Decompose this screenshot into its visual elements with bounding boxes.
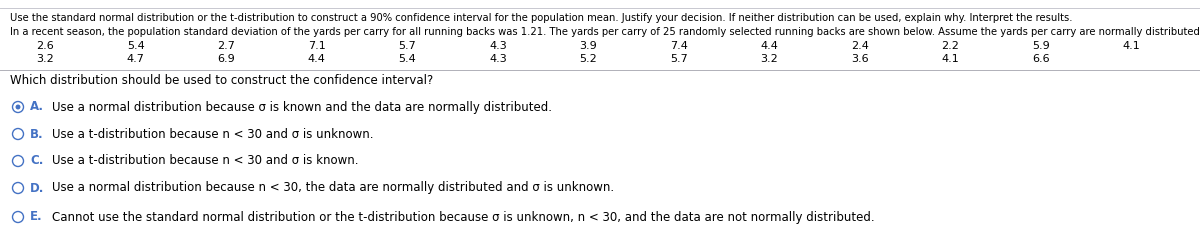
Text: 5.7: 5.7: [670, 54, 688, 64]
Text: A.: A.: [30, 101, 44, 114]
Text: 5.2: 5.2: [580, 54, 598, 64]
Text: 5.7: 5.7: [398, 41, 416, 51]
Text: 5.9: 5.9: [1032, 41, 1050, 51]
Text: E.: E.: [30, 210, 43, 224]
Text: 3.2: 3.2: [36, 54, 54, 64]
Text: In a recent season, the population standard deviation of the yards per carry for: In a recent season, the population stand…: [10, 27, 1200, 37]
Text: Use a t-distribution because n < 30 and σ is known.: Use a t-distribution because n < 30 and …: [52, 154, 359, 168]
Text: 5.4: 5.4: [127, 41, 144, 51]
Text: Which distribution should be used to construct the confidence interval?: Which distribution should be used to con…: [10, 74, 433, 87]
Text: 4.1: 4.1: [1123, 41, 1140, 51]
Text: Use a normal distribution because n < 30, the data are normally distributed and : Use a normal distribution because n < 30…: [52, 182, 614, 194]
Text: 5.4: 5.4: [398, 54, 416, 64]
Text: 2.4: 2.4: [851, 41, 869, 51]
Text: 2.7: 2.7: [217, 41, 235, 51]
Text: 4.7: 4.7: [127, 54, 145, 64]
Text: 4.3: 4.3: [488, 54, 506, 64]
Text: Use a normal distribution because σ is known and the data are normally distribut: Use a normal distribution because σ is k…: [52, 101, 552, 114]
Text: 2.6: 2.6: [36, 41, 54, 51]
Text: C.: C.: [30, 154, 43, 168]
Text: 4.4: 4.4: [308, 54, 325, 64]
Text: B.: B.: [30, 127, 43, 140]
Text: 6.6: 6.6: [1032, 54, 1050, 64]
Text: D.: D.: [30, 182, 44, 194]
Text: 6.9: 6.9: [217, 54, 235, 64]
Text: Use a t-distribution because n < 30 and σ is unknown.: Use a t-distribution because n < 30 and …: [52, 127, 373, 140]
Text: 3.2: 3.2: [761, 54, 779, 64]
Text: 3.9: 3.9: [580, 41, 598, 51]
Ellipse shape: [16, 105, 20, 110]
Text: 7.1: 7.1: [308, 41, 325, 51]
Text: 7.4: 7.4: [670, 41, 688, 51]
Text: 4.4: 4.4: [761, 41, 779, 51]
Text: 2.2: 2.2: [942, 41, 960, 51]
Text: Cannot use the standard normal distribution or the t-distribution because σ is u: Cannot use the standard normal distribut…: [52, 210, 875, 224]
Text: 4.1: 4.1: [942, 54, 960, 64]
Text: 4.3: 4.3: [488, 41, 506, 51]
Text: Use the standard normal distribution or the t-distribution to construct a 90% co: Use the standard normal distribution or …: [10, 13, 1073, 23]
Text: 3.6: 3.6: [851, 54, 869, 64]
